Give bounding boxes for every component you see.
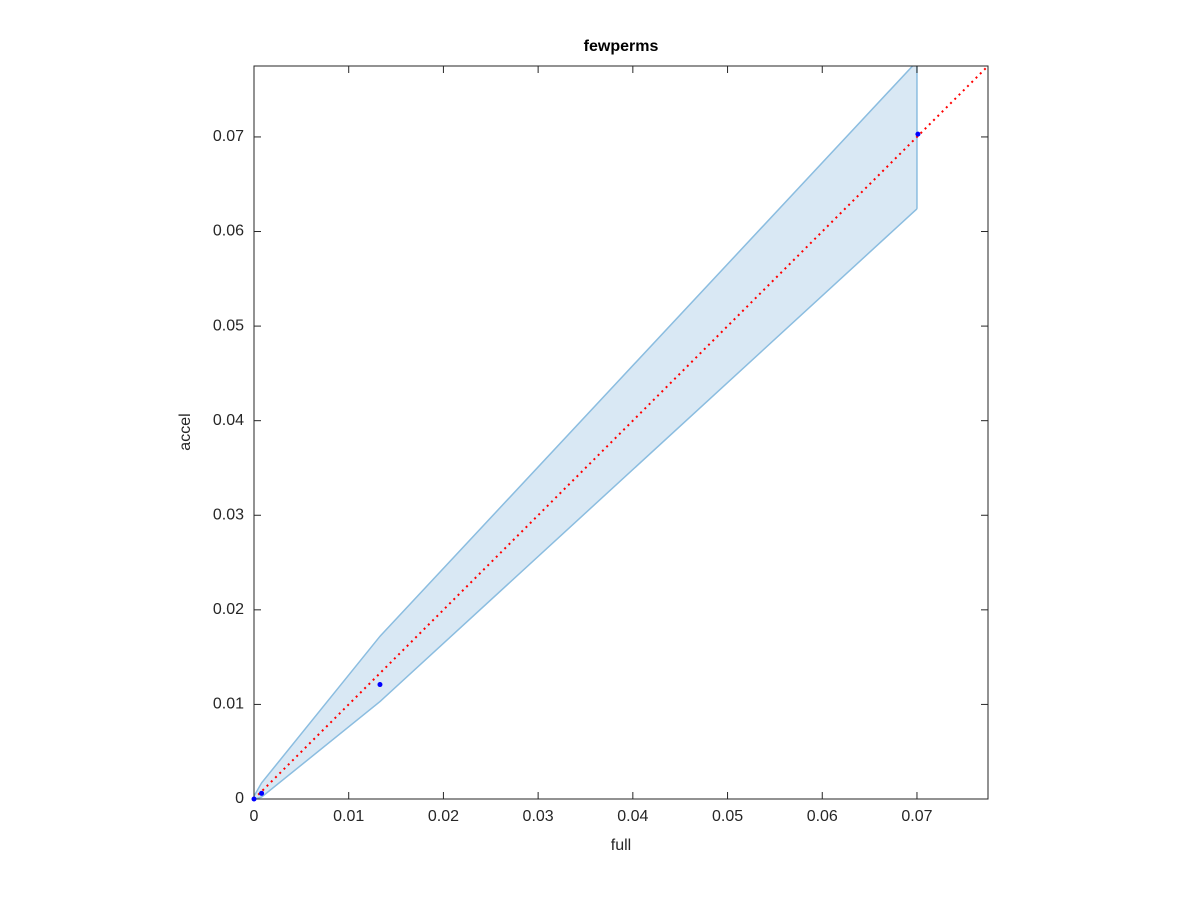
y-tick-label: 0.03 [213, 506, 244, 523]
y-tick-label: 0.01 [213, 696, 244, 713]
y-tick-label: 0.06 [213, 223, 244, 240]
x-tick-label: 0.06 [807, 808, 838, 825]
reference-line [254, 66, 988, 799]
y-tick-label: 0.02 [213, 601, 244, 618]
x-tick-label: 0.03 [523, 808, 554, 825]
band-lower-edge [254, 208, 918, 799]
y-tick-label: 0 [235, 790, 244, 807]
data-point [259, 790, 265, 796]
x-tick-label: 0.05 [712, 808, 743, 825]
y-tick-label: 0.05 [213, 317, 244, 334]
band-upper-edge [254, 66, 914, 797]
x-tick-label: 0.01 [333, 808, 364, 825]
y-axis-label: accel [177, 413, 194, 450]
x-tick-label: 0.04 [617, 808, 648, 825]
data-point [377, 682, 383, 688]
data-point [251, 796, 257, 802]
y-tick-label: 0.07 [213, 128, 244, 145]
confidence-band [254, 66, 917, 799]
x-tick-label: 0 [250, 808, 259, 825]
x-tick-label: 0.07 [901, 808, 932, 825]
data-point [915, 131, 921, 137]
plot-area [254, 66, 988, 799]
chart-title: fewperms [584, 38, 659, 55]
x-tick-label: 0.02 [428, 808, 459, 825]
axes-box [253, 65, 989, 800]
y-tick-label: 0.04 [213, 412, 244, 429]
x-axis-label: full [611, 837, 631, 854]
